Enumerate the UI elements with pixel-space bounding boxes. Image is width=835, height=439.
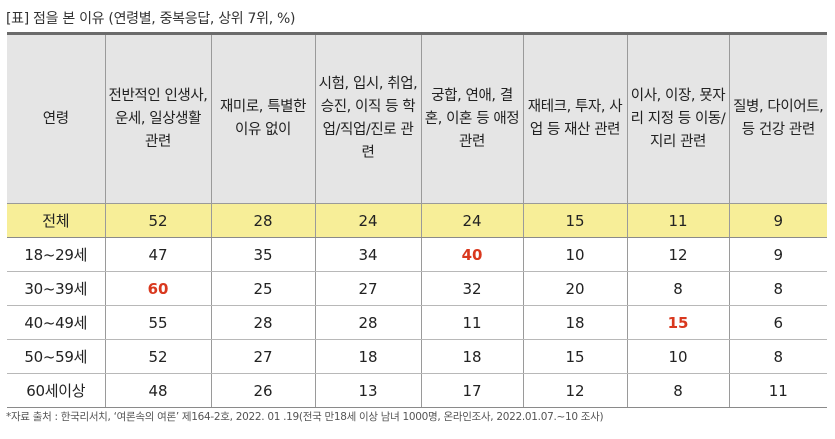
table-row-total: 전체 52 28 24 24 15 11 9 bbox=[7, 203, 827, 238]
table-cell: 27 bbox=[210, 339, 315, 374]
table-row: 30~39세 60 25 27 32 20 8 8 bbox=[7, 271, 827, 306]
header-life-fortune: 전반적인 인생사, 운세, 일상생활 관련 bbox=[104, 32, 211, 204]
table-cell: 9 bbox=[728, 237, 827, 272]
table-row: 18~29세 47 35 34 40 10 12 9 bbox=[7, 237, 827, 272]
table-cell: 32 bbox=[420, 271, 523, 306]
table-cell: 35 bbox=[210, 237, 315, 272]
table-row: 40~49세 55 28 28 11 18 15 6 bbox=[7, 305, 827, 340]
header-row: 연령 전반적인 인생사, 운세, 일상생활 관련 재미로, 특별한 이유 없이 … bbox=[7, 32, 827, 204]
table-cell: 28 bbox=[210, 305, 315, 340]
table-cell: 18 bbox=[522, 305, 627, 340]
header-wealth: 재테크, 투자, 사업 등 재산 관련 bbox=[522, 32, 627, 204]
table-cell: 48 bbox=[104, 373, 211, 408]
table-cell: 18 bbox=[420, 339, 523, 374]
table-cell: 13 bbox=[314, 373, 421, 408]
table-cell: 18 bbox=[314, 339, 421, 374]
table-cell: 24 bbox=[314, 203, 421, 238]
table-cell: 10 bbox=[522, 237, 627, 272]
table-cell: 17 bbox=[420, 373, 523, 408]
table-cell: 10 bbox=[626, 339, 729, 374]
table-cell: 12 bbox=[522, 373, 627, 408]
table-row: 60세이상 48 26 13 17 12 8 11 bbox=[7, 373, 827, 408]
table-cell: 11 bbox=[420, 305, 523, 340]
table-cell-highlight: 60 bbox=[104, 271, 211, 306]
header-romance: 궁합, 연애, 결혼, 이혼 등 애정 관련 bbox=[420, 32, 523, 204]
row-label: 50~59세 bbox=[7, 339, 105, 374]
table-cell: 27 bbox=[314, 271, 421, 306]
table-cell: 9 bbox=[728, 203, 827, 238]
table-cell: 34 bbox=[314, 237, 421, 272]
table-cell: 52 bbox=[104, 203, 211, 238]
row-label: 30~39세 bbox=[7, 271, 105, 306]
table-title: [표] 점을 본 이유 (연령별, 중복응답, 상위 7위, %) bbox=[6, 11, 296, 27]
header-fun: 재미로, 특별한 이유 없이 bbox=[210, 32, 315, 204]
table-cell: 15 bbox=[522, 339, 627, 374]
table-cell-highlight: 40 bbox=[420, 237, 523, 272]
row-label: 18~29세 bbox=[7, 237, 105, 272]
survey-table: 연령 전반적인 인생사, 운세, 일상생활 관련 재미로, 특별한 이유 없이 … bbox=[7, 32, 827, 408]
table-cell: 20 bbox=[522, 271, 627, 306]
table-cell: 24 bbox=[420, 203, 523, 238]
table-cell: 52 bbox=[104, 339, 211, 374]
table-cell: 55 bbox=[104, 305, 211, 340]
table-cell: 11 bbox=[626, 203, 729, 238]
row-label: 전체 bbox=[7, 203, 105, 238]
table-cell: 6 bbox=[728, 305, 827, 340]
header-health: 질병, 다이어트, 등 건강 관련 bbox=[728, 32, 827, 204]
table-cell: 26 bbox=[210, 373, 315, 408]
table-cell: 25 bbox=[210, 271, 315, 306]
header-career: 시험, 입시, 취업, 승진, 이직 등 학업/직업/진로 관련 bbox=[314, 32, 421, 204]
header-age: 연령 bbox=[7, 32, 105, 204]
header-moving: 이사, 이장, 묫자리 지정 등 이동/지리 관련 bbox=[626, 32, 729, 204]
row-label: 60세이상 bbox=[7, 373, 105, 408]
table-cell: 28 bbox=[314, 305, 421, 340]
table-cell: 8 bbox=[626, 373, 729, 408]
row-label: 40~49세 bbox=[7, 305, 105, 340]
table-cell: 8 bbox=[728, 271, 827, 306]
table-row: 50~59세 52 27 18 18 15 10 8 bbox=[7, 339, 827, 374]
table-cell: 47 bbox=[104, 237, 211, 272]
table-cell: 28 bbox=[210, 203, 315, 238]
table-cell-highlight: 15 bbox=[626, 305, 729, 340]
table-cell: 11 bbox=[728, 373, 827, 408]
table-cell: 12 bbox=[626, 237, 729, 272]
source-footnote: *자료 출처 : 한국리서치, ‘여론속의 여론’ 제164-2호, 2022.… bbox=[6, 411, 604, 423]
table-cell: 8 bbox=[728, 339, 827, 374]
table-cell: 8 bbox=[626, 271, 729, 306]
table-cell: 15 bbox=[522, 203, 627, 238]
